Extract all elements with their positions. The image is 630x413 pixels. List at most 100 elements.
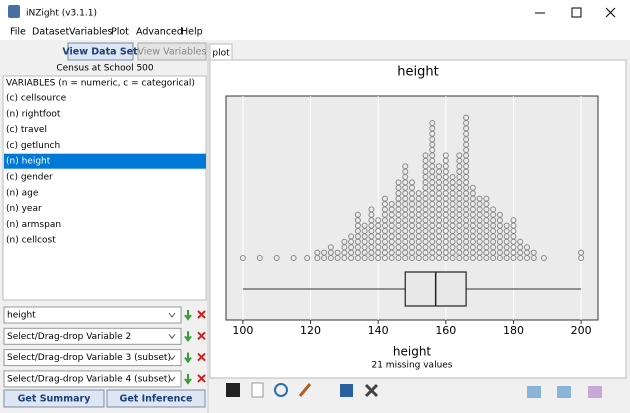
button-label[interactable]: View Data Set [62, 47, 138, 58]
variable-item[interactable]: (n) cellcost [6, 236, 56, 246]
dot [402, 163, 409, 170]
x-tick-label: 140 [368, 324, 389, 337]
menu-item[interactable]: Advanced [136, 27, 183, 38]
green-arrow[interactable] [184, 310, 192, 321]
button-label[interactable]: Get Summary [18, 394, 92, 405]
maximize[interactable] [571, 7, 582, 18]
variable-item[interactable]: (n) year [6, 204, 42, 214]
close[interactable] [605, 7, 616, 18]
button-label[interactable]: Get Inference [120, 394, 193, 405]
view-variables-btn[interactable] [137, 42, 207, 61]
x-tick-label: 120 [300, 324, 321, 337]
tool-icon[interactable] [527, 386, 541, 398]
dot-column [510, 217, 517, 261]
dot-column [334, 249, 341, 261]
tool-icon[interactable] [588, 386, 602, 398]
dropdown-arrow[interactable] [168, 355, 176, 361]
variable-item[interactable]: (c) getlunch [6, 141, 60, 151]
menu-item[interactable]: Help [181, 27, 203, 38]
dot [449, 174, 456, 180]
dot-column [304, 255, 311, 261]
dot [361, 222, 368, 229]
dot [334, 249, 341, 256]
red-x[interactable] [197, 310, 206, 319]
tool-icon[interactable] [274, 383, 288, 397]
dot [314, 249, 321, 256]
dot [422, 152, 429, 159]
dropdown[interactable] [3, 349, 182, 367]
red-x[interactable] [197, 331, 206, 341]
dropdown[interactable] [3, 306, 182, 324]
dropdown-value[interactable]: Select/Drag-drop Variable 3 (subset) [7, 353, 171, 363]
dot [483, 195, 490, 202]
variable-item[interactable]: (n) height [6, 157, 51, 167]
red-x[interactable] [197, 352, 206, 362]
tool-icon[interactable] [298, 383, 312, 397]
dot-column [429, 120, 436, 261]
dot-column [456, 152, 463, 261]
tool-icon[interactable] [251, 382, 264, 398]
chart-title: height [397, 65, 438, 80]
variable-item[interactable]: (c) cellsource [6, 94, 67, 104]
tool-icon[interactable] [557, 386, 571, 398]
dot [354, 211, 361, 218]
summary-btn[interactable] [3, 389, 105, 408]
dot [273, 255, 280, 261]
dot [388, 201, 395, 207]
variable-item[interactable]: (n) armspan [6, 220, 61, 230]
dot-column [239, 255, 246, 261]
menu-item[interactable]: File [10, 27, 26, 38]
variable-item[interactable]: (c) travel [6, 125, 47, 135]
note: 21 missing values [371, 361, 452, 371]
tool-icon[interactable] [226, 383, 240, 397]
dropdown-value[interactable]: height [7, 311, 36, 321]
x-tick-label: 200 [571, 324, 592, 337]
dropdown-value[interactable]: Select/Drag-drop Variable 4 (subset) [7, 374, 171, 384]
dropdown[interactable] [3, 370, 182, 388]
green-arrow[interactable] [184, 373, 192, 385]
variable-item[interactable]: (n) age [6, 188, 39, 198]
menu-item[interactable]: Dataset [32, 27, 69, 38]
dot-column [415, 190, 422, 261]
dot [442, 152, 449, 159]
red-x[interactable] [197, 374, 206, 383]
dot-column [483, 195, 490, 261]
dot-column [361, 222, 368, 261]
dot [510, 217, 517, 224]
tab-label[interactable]: plot [212, 49, 230, 59]
dot [503, 222, 510, 229]
dropdown[interactable] [3, 327, 182, 345]
dot-column [490, 206, 497, 261]
x-tick-label: 180 [503, 324, 524, 337]
dot [429, 120, 436, 126]
green-arrow[interactable] [184, 352, 192, 364]
tool-icon[interactable] [364, 383, 379, 398]
variable-item[interactable]: (c) gender [6, 173, 53, 183]
variable-item[interactable]: (n) rightfoot [6, 109, 61, 119]
dot-column [530, 249, 537, 261]
dot [395, 179, 402, 186]
dot [469, 184, 476, 191]
menu-bar [0, 24, 630, 40]
dot [476, 195, 483, 202]
x-axis-label: height [393, 345, 432, 359]
dropdown-value[interactable]: Select/Drag-drop Variable 2 [7, 332, 131, 342]
dropdown-arrow[interactable] [168, 312, 176, 318]
dot-column [436, 163, 443, 261]
variables-header: VARIABLES (n = numeric, c = categorical) [6, 79, 195, 89]
menu-item[interactable]: Variables [69, 27, 112, 38]
dot-column [341, 238, 348, 261]
menu-item[interactable]: Plot [111, 27, 129, 38]
green-arrow[interactable] [184, 331, 192, 342]
dropdown-arrow[interactable] [168, 334, 176, 340]
dot-column [402, 163, 409, 261]
view-data-btn[interactable] [67, 42, 134, 61]
inference-btn[interactable] [106, 389, 206, 408]
button-label[interactable]: View Variables [138, 47, 207, 58]
dot-column [469, 184, 476, 261]
dropdown-arrow[interactable] [168, 376, 176, 382]
tool-icon[interactable] [340, 384, 353, 397]
dot-column [388, 201, 395, 261]
dot [530, 249, 537, 256]
dot-column [381, 195, 388, 261]
